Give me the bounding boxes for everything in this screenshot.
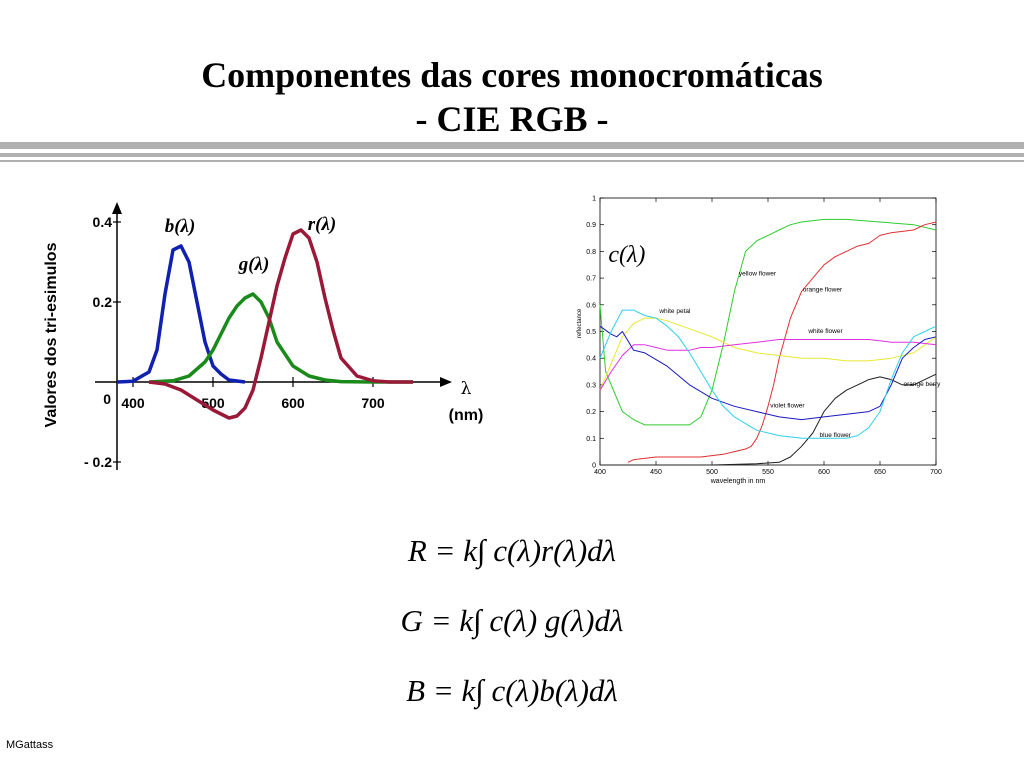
y-axis-label: reflectance: [577, 308, 583, 338]
series-orange-flower-line: [627, 221, 937, 463]
divider-thin: [0, 160, 1024, 162]
divider-thick: [0, 142, 1024, 149]
series-orange-berry-line: [600, 373, 937, 466]
footer-author: MGattass: [6, 739, 54, 751]
annotation-blue-flower: blue flower: [820, 432, 852, 439]
annotation-white-petal: white petal: [658, 308, 691, 315]
y-tick-label: 0.5: [586, 329, 596, 336]
y-tick-label: 0.8: [586, 249, 596, 256]
x-axis-arrow: [440, 377, 452, 387]
y-tick-label: 0.3: [586, 382, 596, 389]
y-tick-label: 0.4: [586, 356, 596, 363]
y-axis-label: Valores dos tri-esimulos: [43, 242, 60, 427]
y-tick-label: 0.9: [586, 222, 596, 229]
series-blue-flower-line: [599, 309, 937, 439]
slide-title-line-1: Componentes das cores monocromáticas: [201, 55, 823, 95]
x-tick-label: 550: [762, 469, 774, 476]
equation-r: R = k∫ c(λ)r(λ)dλ: [407, 533, 617, 568]
x-tick-label: 400: [594, 469, 606, 476]
y-tick-label: 0: [592, 463, 596, 470]
equation-b: B = k∫ c(λ)b(λ)dλ: [406, 673, 618, 708]
series-yellow-flower-line: [599, 218, 937, 426]
series-r-line: [148, 228, 413, 420]
y-tick-label: 0: [103, 391, 111, 407]
y-tick-label: 0.6: [586, 302, 596, 309]
y-tick-label: 1: [592, 196, 596, 203]
x-tick-label: 700: [361, 395, 385, 411]
annotation-violet-flower: violet flower: [770, 403, 805, 410]
y-tick-label: 0.2: [586, 409, 596, 416]
slide-title-line-2: - CIE RGB -: [415, 99, 609, 139]
series-white-petal-line: [599, 317, 937, 391]
chart-title: c(λ): [608, 242, 645, 268]
x-tick-label: 500: [706, 469, 718, 476]
equation-g: G = k∫ c(λ) g(λ)dλ: [400, 603, 624, 638]
x-axis-symbol: λ: [461, 379, 472, 399]
y-axis-arrow: [112, 202, 122, 214]
y-tick-label: - 0.2: [84, 454, 112, 470]
x-tick-label: 450: [650, 469, 662, 476]
series-label-g: g(λ): [238, 254, 270, 275]
x-tick-label: 400: [121, 395, 145, 411]
annotation-orange-berry: orange berry: [904, 381, 942, 388]
series-g-line: [148, 292, 413, 384]
series-b-line: [116, 244, 246, 384]
series-label-b: b(λ): [165, 216, 196, 237]
annotation-white-flower: white flower: [807, 328, 843, 335]
divider-medium: [0, 153, 1024, 157]
annotation-orange-flower: orange flower: [803, 286, 843, 293]
series-violet-flower-line: [599, 325, 937, 421]
x-axis-unit: (nm): [449, 407, 484, 424]
series-label-r: r(λ): [308, 214, 336, 235]
y-tick-label: 0.2: [93, 294, 113, 310]
x-tick-label: 600: [281, 395, 305, 411]
y-tick-label: 0.4: [93, 214, 113, 230]
y-tick-label: 0.1: [586, 436, 596, 443]
x-tick-label: 700: [930, 469, 942, 476]
x-axis-label: wavelength in nm: [710, 478, 766, 485]
y-tick-label: 0.7: [586, 276, 596, 283]
annotation-yellow-flower: yellow flower: [739, 270, 777, 277]
series-white-flower-line: [599, 339, 937, 391]
x-tick-label: 600: [818, 469, 830, 476]
x-tick-label: 650: [874, 469, 886, 476]
reflectance-chart: 400 450 500 550 600 650 700 0 0.1 0.2 0.3 0.4 0.5 0.6…: [577, 196, 942, 486]
